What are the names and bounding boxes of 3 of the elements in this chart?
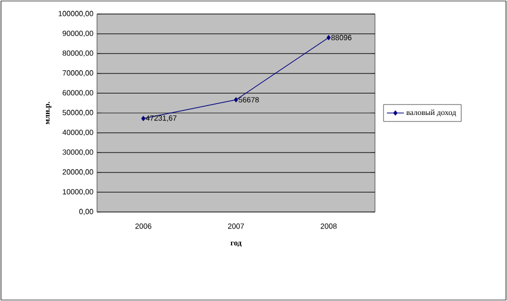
point xyxy=(326,35,331,40)
point xyxy=(234,97,238,102)
point xyxy=(141,116,146,122)
